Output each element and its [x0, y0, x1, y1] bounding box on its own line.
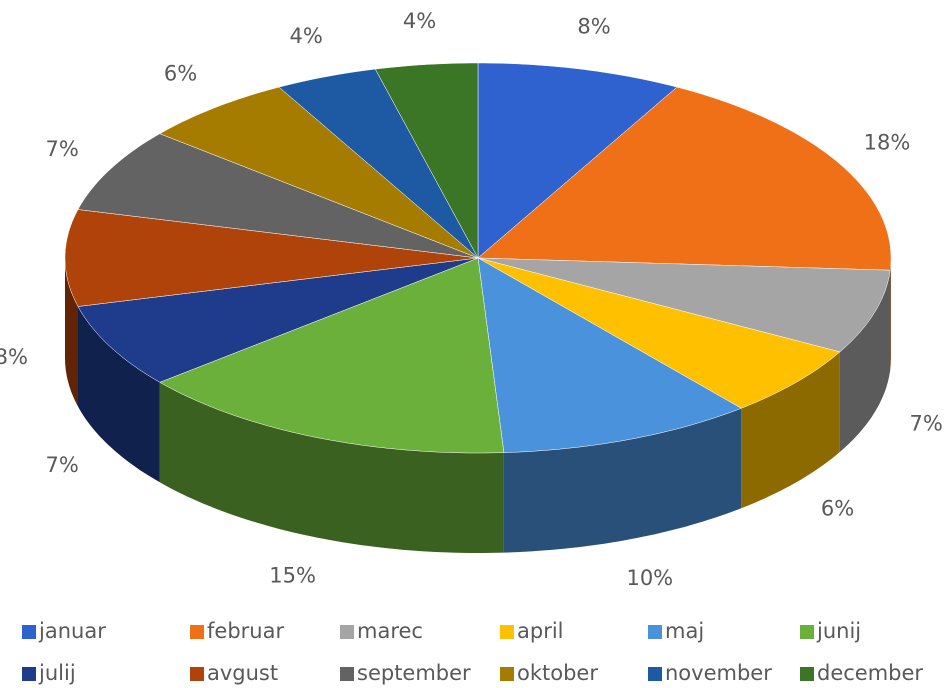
slice — [159, 86, 479, 259]
slice — [278, 68, 479, 259]
data-label: 7% — [909, 411, 942, 435]
slice — [77, 133, 479, 259]
slice — [477, 86, 892, 271]
slice-side — [503, 408, 742, 553]
legend-swatch — [648, 667, 662, 681]
legend-swatch — [340, 667, 354, 681]
legend-label: oktober — [517, 661, 598, 685]
slice-side — [159, 382, 504, 553]
legend-label: april — [517, 619, 564, 643]
legend-label: februar — [207, 619, 284, 643]
data-label: 8% — [577, 15, 610, 39]
slice — [477, 257, 891, 353]
data-label: 6% — [164, 62, 197, 86]
legend-label: december — [817, 661, 923, 685]
slice — [64, 209, 479, 307]
legend-swatch — [800, 625, 814, 639]
data-label: 7% — [46, 453, 79, 477]
legend-swatch — [22, 667, 36, 681]
legend-swatch — [800, 667, 814, 681]
data-label: 6% — [821, 497, 854, 521]
legend-label: november — [665, 661, 772, 685]
legend-swatch — [22, 625, 36, 639]
legend-swatch — [648, 625, 662, 639]
data-label: 18% — [864, 130, 911, 154]
slice-side — [741, 351, 840, 509]
data-label: 15% — [269, 563, 316, 587]
legend-label: julij — [38, 661, 76, 685]
legend-label: marec — [357, 619, 423, 643]
legend-label: januar — [38, 619, 106, 643]
legend-swatch — [500, 667, 514, 681]
slice — [477, 257, 841, 409]
legend-label: junij — [816, 619, 861, 643]
legend-label: avgust — [207, 661, 278, 685]
slice — [374, 62, 479, 259]
legend-swatch — [340, 625, 354, 639]
legend-label: september — [357, 661, 471, 685]
data-label: 4% — [403, 9, 436, 33]
legend-swatch — [500, 625, 514, 639]
slice — [477, 62, 678, 259]
legend-swatch — [190, 625, 204, 639]
legend-swatch — [190, 667, 204, 681]
data-label: 7% — [46, 137, 79, 161]
slice-side — [78, 306, 160, 483]
slice — [77, 257, 479, 383]
data-label: 4% — [290, 24, 323, 48]
slice-side — [839, 270, 891, 452]
slice — [159, 257, 505, 454]
data-label: 10% — [626, 566, 673, 590]
slice-side — [65, 258, 78, 407]
slice-side — [890, 258, 891, 371]
data-label: 8% — [0, 345, 28, 369]
slice — [477, 257, 742, 453]
legend-label: maj — [665, 619, 704, 643]
